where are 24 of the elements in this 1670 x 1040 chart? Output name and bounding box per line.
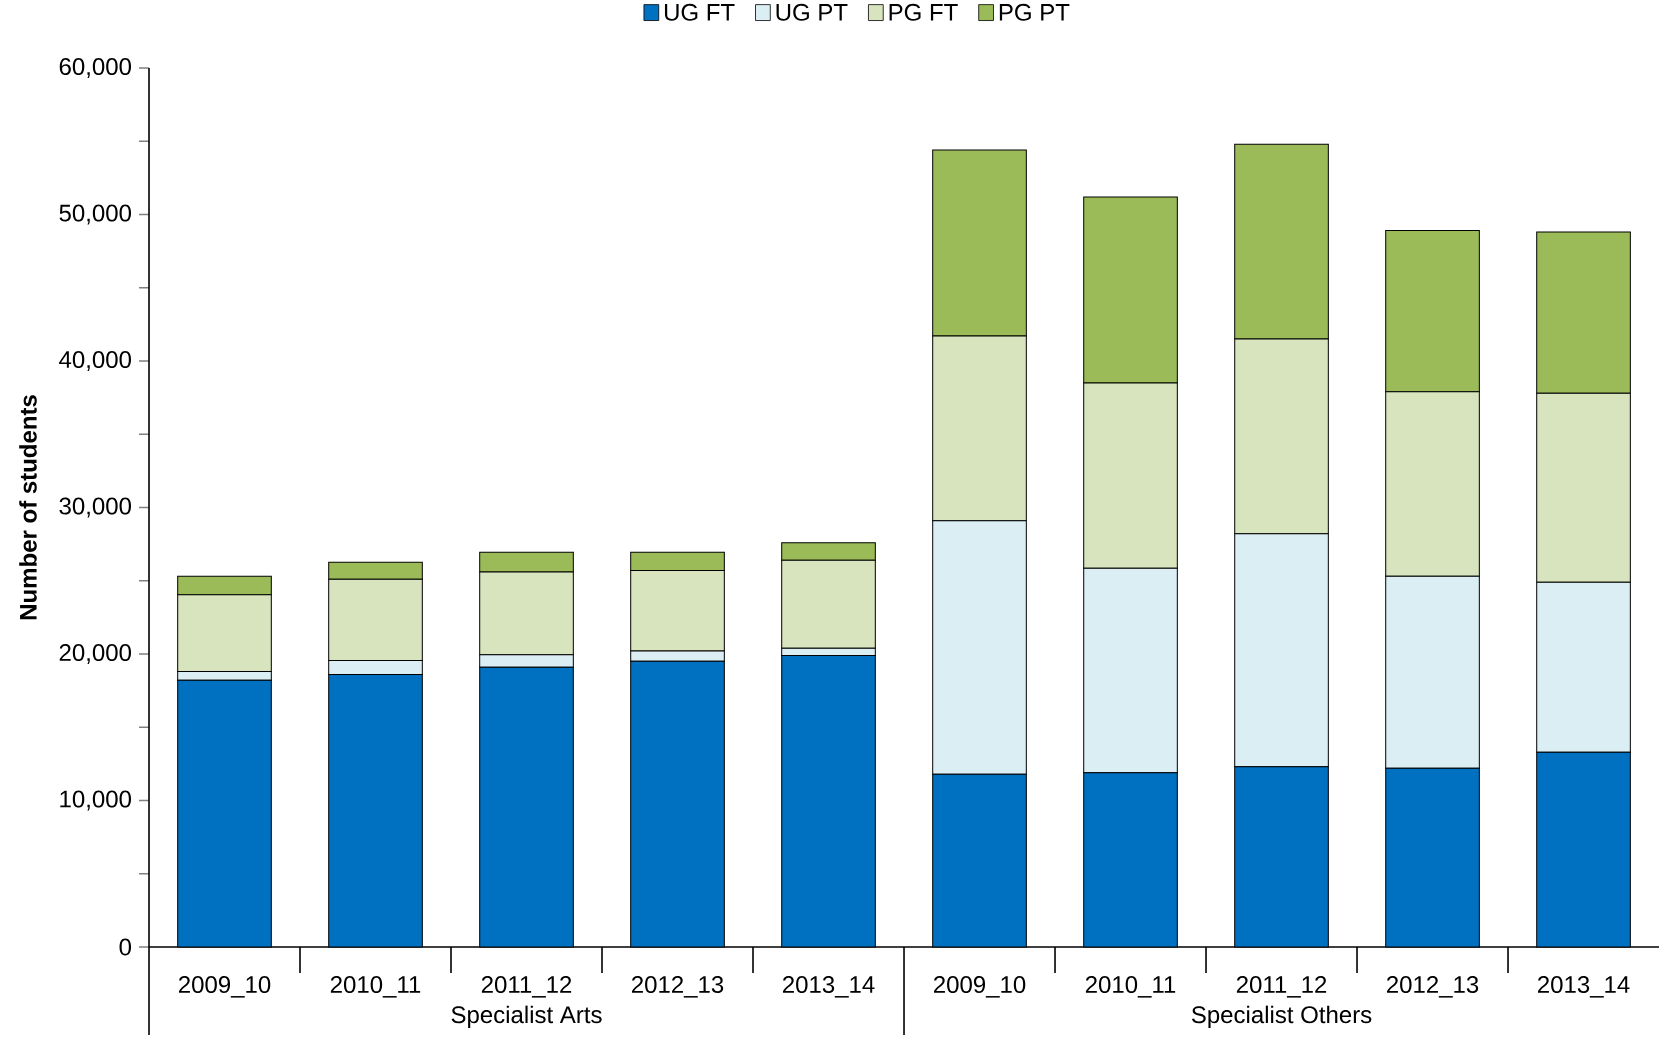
y-axis-title: Number of students (19, 395, 37, 620)
x-tick-label: 2011_12 (481, 976, 572, 998)
x-tick-label: 2010_11 (1085, 976, 1176, 998)
y-tick-label: 0 (119, 938, 132, 956)
y-tick-label: 20,000 (59, 644, 131, 664)
x-tick-label: 2013_14 (1538, 976, 1630, 998)
x-tick-label: 2013_14 (782, 976, 875, 998)
x-tick-label: 2012_13 (1387, 976, 1479, 998)
y-tick-label: 40,000 (59, 351, 131, 371)
y-tick-label: 60,000 (59, 58, 131, 78)
x-tick-label: 2011_12 (1236, 976, 1327, 998)
legend-label: UG FT (664, 3, 735, 21)
x-tick-label: 2012_13 (631, 976, 724, 998)
x-tick-label: 2010_11 (330, 976, 421, 998)
y-tick-label: 50,000 (59, 204, 131, 225)
x-tick-label: 2009_10 (933, 976, 1026, 998)
legend-label: PG PT (999, 3, 1070, 21)
y-tick-label: 10,000 (60, 790, 131, 811)
y-tick-label: 30,000 (59, 497, 131, 518)
x-tick-label: 2009_10 (178, 976, 271, 998)
text: Specialist Arts (451, 1005, 602, 1028)
text: Specialist Others (1191, 1005, 1372, 1028)
legend-label: PG FT (889, 3, 958, 21)
legend-label: UG PT (776, 3, 848, 21)
